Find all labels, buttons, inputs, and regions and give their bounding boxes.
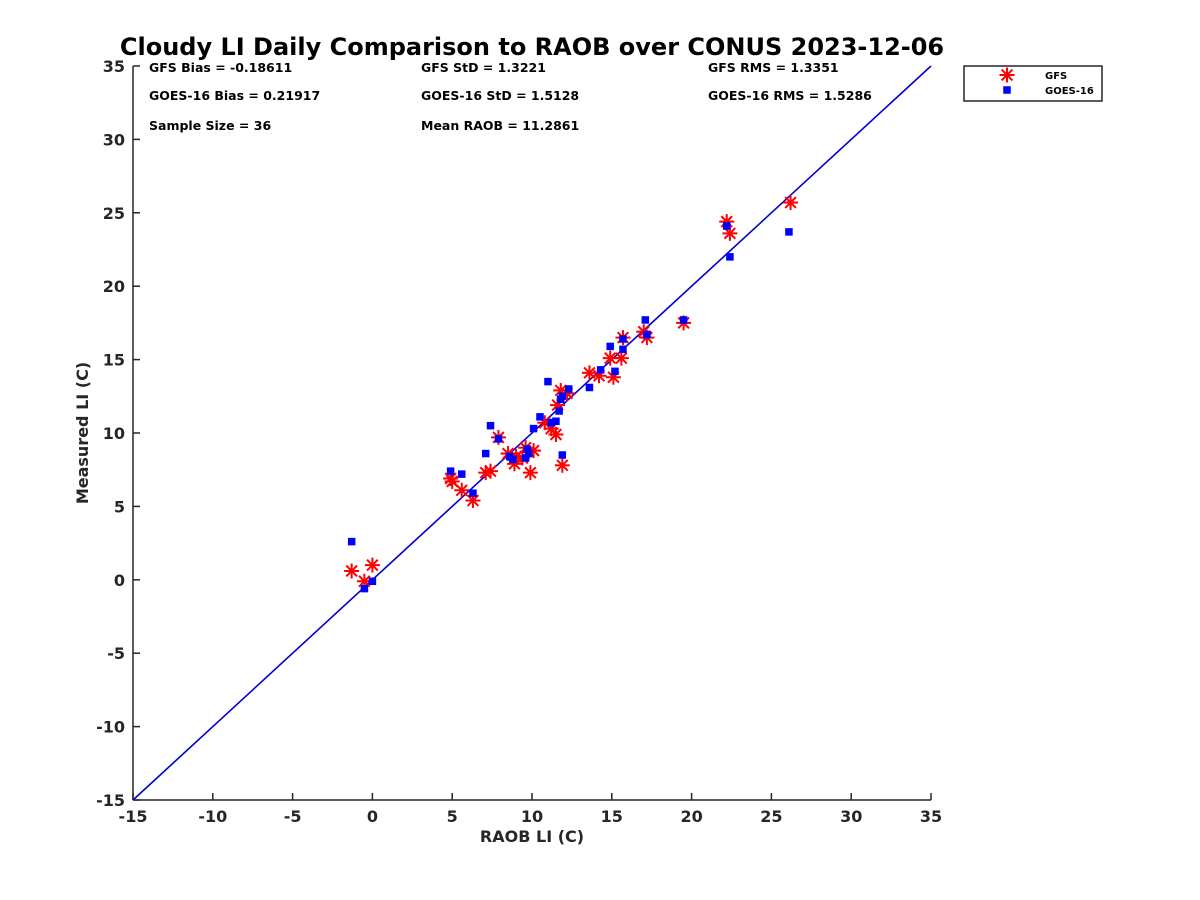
gfs-point: [522, 465, 538, 481]
gfs-point: [613, 350, 629, 366]
goes16-point: [536, 413, 544, 421]
goes16-point: [564, 385, 573, 393]
gfs-legend-asterisk: [999, 67, 1015, 83]
goes16-point: [486, 421, 495, 430]
x-axis-label: RAOB LI (C): [480, 827, 584, 846]
gfs-point: [783, 195, 799, 211]
y-axis-label: Measured LI (C): [73, 362, 92, 504]
gfs-point: [344, 563, 360, 579]
series-goes16: [347, 222, 793, 593]
stat-mean-raob: Mean RAOB = 11.2861: [421, 118, 579, 133]
gfs-point: [364, 557, 380, 573]
goes16-point: [458, 470, 466, 478]
x-tick-label: 20: [680, 807, 702, 826]
series-layer: [344, 195, 799, 593]
y-tick-label: 10: [103, 424, 125, 443]
chart-title: Cloudy LI Daily Comparison to RAOB over …: [120, 33, 944, 61]
goes16-point: [469, 489, 477, 497]
goes16-legend-square: [1003, 86, 1011, 94]
gfs-point: [483, 463, 499, 479]
stat-gfs-std: GFS StD = 1.3221: [421, 60, 546, 75]
x-tick-label: 0: [367, 807, 378, 826]
legend: GFS GOES-16: [963, 65, 1103, 102]
goes16-point: [481, 449, 490, 458]
goes16-point: [606, 342, 614, 351]
y-axis-ticks: -15 -10 -5 0 5 10 15 20 25 30 35: [96, 57, 140, 810]
y-tick-label: -5: [107, 644, 125, 663]
goes16-point: [726, 253, 734, 261]
gfs-point: [554, 457, 570, 473]
x-tick-label: 5: [447, 807, 458, 826]
goes16-point: [347, 537, 356, 546]
goes16-point: [619, 335, 627, 343]
goes16-point: [547, 418, 555, 427]
x-tick-label: 35: [920, 807, 942, 826]
y-tick-label: 35: [103, 57, 125, 76]
goes16-point: [552, 417, 560, 426]
goes16-point: [558, 392, 567, 401]
goes16-point: [641, 316, 650, 324]
y-tick-label: 5: [114, 497, 125, 516]
legend-gfs-marker: [999, 67, 1015, 83]
y-tick-label: 25: [103, 204, 125, 223]
y-tick-label: 30: [103, 130, 125, 149]
goes16-point: [585, 383, 594, 392]
stat-goes16-std: GOES-16 StD = 1.5128: [421, 88, 579, 103]
y-tick-label: 20: [103, 277, 125, 296]
stat-sample-size: Sample Size = 36: [149, 118, 271, 133]
y-tick-label: -15: [96, 791, 125, 810]
goes16-point: [555, 407, 563, 415]
goes16-point: [523, 445, 531, 453]
plot-area: -15 -10 -5 0 5 10 15 20 25 30 35 -15 -10 -5 0 5 10 15 20 2…: [96, 57, 942, 826]
goes16-point: [446, 467, 455, 475]
goes16-point: [544, 377, 552, 386]
stats-block: GFS Bias = -0.18611 GFS StD = 1.3221 GFS…: [149, 60, 872, 133]
goes16-point: [596, 366, 605, 374]
goes16-point: [525, 449, 533, 458]
x-tick-label: -5: [284, 807, 302, 826]
goes16-point: [558, 451, 567, 459]
goes16-point: [494, 435, 503, 443]
stat-gfs-rms: GFS RMS = 1.3351: [708, 60, 839, 75]
x-tick-label: 30: [840, 807, 862, 826]
goes16-point: [619, 345, 627, 354]
x-tick-label: 10: [521, 807, 543, 826]
goes16-point: [722, 222, 731, 230]
legend-box: [963, 65, 1103, 102]
legend-gfs-label: GFS: [1045, 71, 1067, 82]
y-tick-label: 0: [114, 571, 125, 590]
stat-gfs-bias: GFS Bias = -0.18611: [149, 60, 292, 75]
goes16-point: [679, 316, 688, 324]
goes16-point: [643, 330, 651, 339]
one-to-one-reference-line: [132, 65, 932, 801]
gfs-point: [444, 473, 460, 489]
y-tick-label: 15: [103, 351, 125, 370]
x-tick-label: 15: [601, 807, 623, 826]
legend-goes16-label: GOES-16: [1045, 86, 1094, 97]
stat-goes16-rms: GOES-16 RMS = 1.5286: [708, 88, 872, 103]
goes16-point: [785, 228, 793, 236]
goes16-point: [611, 367, 619, 376]
y-tick-label: -10: [96, 718, 125, 737]
goes16-point: [521, 454, 530, 462]
gfs-point: [454, 482, 470, 498]
goes16-point: [368, 577, 377, 586]
x-axis-ticks: -15 -10 -5 0 5 10 15 20 25 30 35: [119, 793, 942, 826]
x-tick-label: 25: [760, 807, 782, 826]
x-tick-label: -10: [198, 807, 227, 826]
gfs-point: [548, 426, 564, 442]
goes16-point: [529, 424, 538, 433]
goes16-point: [360, 584, 369, 593]
legend-goes16-marker: [1003, 86, 1011, 94]
x-tick-label: -15: [119, 807, 148, 826]
stat-goes16-bias: GOES-16 Bias = 0.21917: [149, 88, 320, 103]
goes16-point: [509, 455, 517, 464]
